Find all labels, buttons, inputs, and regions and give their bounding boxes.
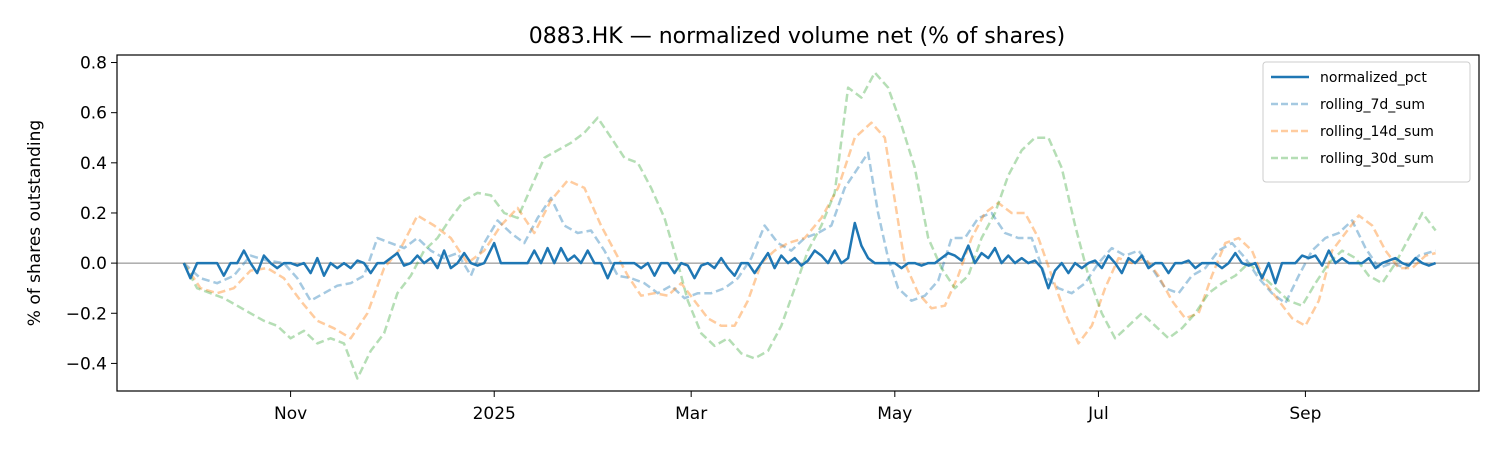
- x-tick-label: Mar: [675, 404, 707, 424]
- x-tick-label: Sep: [1289, 404, 1321, 424]
- y-tick-label: −0.2: [66, 304, 107, 324]
- y-axis-label: % of shares outstanding: [25, 120, 45, 326]
- series-line-rolling_14d_sum: [182, 121, 1436, 345]
- legend-label-rolling_7d_sum: rolling_7d_sum: [1320, 97, 1425, 113]
- y-tick-label: 0.0: [80, 254, 107, 274]
- axes-frame: [116, 54, 1480, 392]
- legend-label-rolling_14d_sum: rolling_14d_sum: [1320, 124, 1434, 140]
- x-tick-label: Jul: [1087, 404, 1109, 424]
- x-tick-label: 2025: [473, 404, 516, 424]
- legend-box: [1262, 61, 1471, 183]
- series-line-rolling_7d_sum: [182, 151, 1436, 305]
- legend-label-rolling_30d_sum: rolling_30d_sum: [1320, 151, 1434, 167]
- y-tick-label: 0.2: [80, 204, 107, 224]
- chart-title: 0883.HK — normalized volume net (% of sh…: [529, 24, 1065, 49]
- y-tick-label: 0.4: [80, 154, 107, 174]
- series-line-normalized_pct: [182, 221, 1437, 290]
- plot-area: −0.4 −0.2 0.0 0.2 0.4 0.6 0.8 Nov 2025 Mar May Jul S…: [66, 54, 1480, 424]
- x-tick-label: May: [877, 404, 912, 424]
- legend: normalized_pct rolling_7d_sum rolling_14d_…: [1262, 61, 1471, 183]
- legend-label-normalized_pct: normalized_pct: [1320, 70, 1427, 86]
- y-tick-label: 0.6: [80, 104, 107, 124]
- series-line-rolling_30d_sum: [182, 71, 1437, 380]
- y-tick-label: 0.8: [80, 54, 107, 74]
- y-tick-label: −0.4: [66, 354, 107, 374]
- x-tick-label: Nov: [274, 404, 307, 424]
